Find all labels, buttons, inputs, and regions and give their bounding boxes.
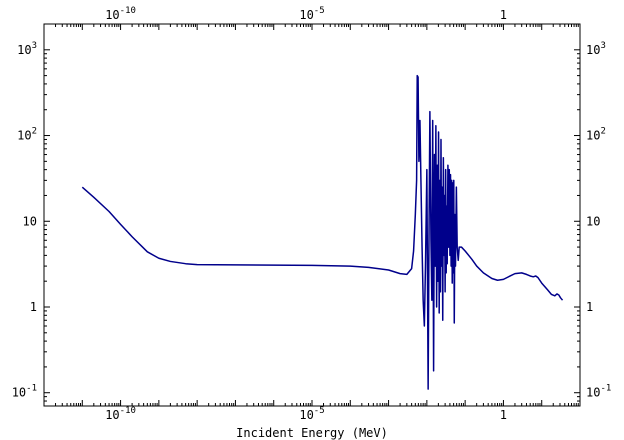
x-tick-label-bottom: 10-5 [299, 406, 324, 422]
tick-labels: 10-10 10-10 10-5 10-5 1 1 10-1 10-1 1 1 10 10 102 102… [12, 6, 612, 422]
x-tick-label-top: 10-5 [299, 6, 324, 22]
plot-frame [43, 23, 581, 407]
y-tick-label-right: 103 [586, 41, 606, 57]
y-tick-label-right: 10 [586, 214, 600, 228]
x-tick-label-bottom: 10-10 [105, 406, 136, 422]
x-axis-label: Incident Energy (MeV) [236, 426, 388, 440]
y-tick-label-left: 10 [23, 214, 37, 228]
y-tick-label-right: 102 [586, 127, 606, 143]
y-tick-label-left: 10-1 [12, 384, 37, 400]
series-line-0 [81, 74, 564, 390]
y-tick-label-right: 10-1 [586, 384, 611, 400]
tick-marks [43, 23, 581, 407]
y-tick-label-right: 1 [586, 300, 593, 314]
x-tick-label-top: 10-10 [105, 6, 136, 22]
x-tick-label-bottom: 1 [500, 408, 507, 422]
y-tick-label-left: 103 [17, 41, 37, 57]
x-tick-label-top: 1 [500, 8, 507, 22]
y-tick-label-left: 1 [30, 300, 37, 314]
y-tick-label-left: 102 [17, 127, 37, 143]
